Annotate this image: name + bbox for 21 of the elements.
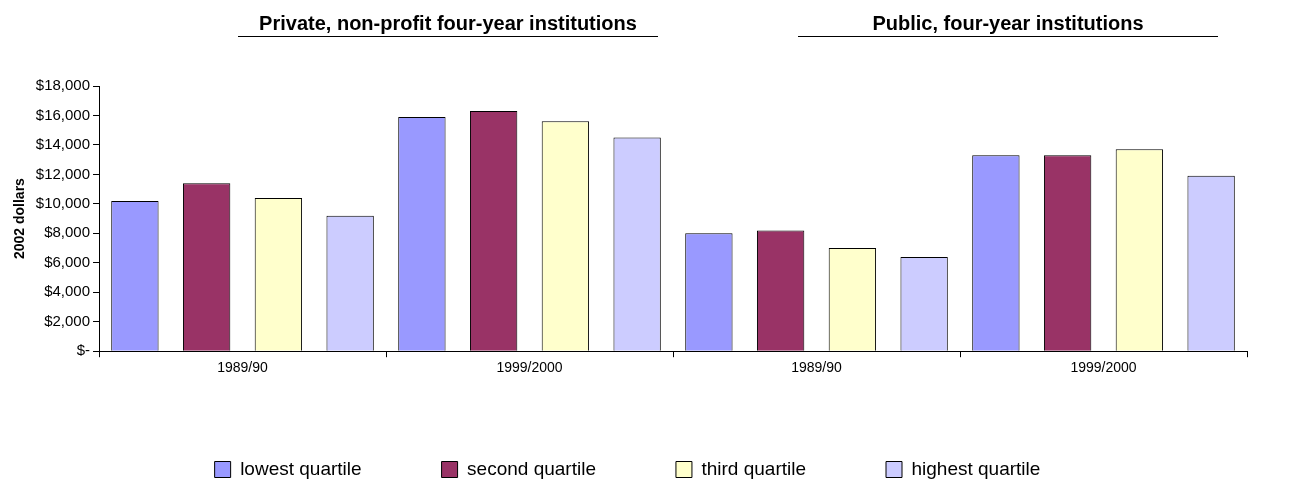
y-tick-label: $6,000 bbox=[44, 252, 91, 270]
y-tick-label: $10,000 bbox=[35, 194, 91, 212]
legend-label: lowest quartile bbox=[240, 457, 362, 479]
y-tick-label: $2,000 bbox=[44, 311, 91, 329]
y-tick-label: $14,000 bbox=[35, 135, 91, 153]
y-tick-label: $8,000 bbox=[44, 223, 91, 241]
x-tick-label: 1989/90 bbox=[217, 359, 269, 376]
x-tick-label: 1999/2000 bbox=[1070, 359, 1137, 376]
legend-label: third quartile bbox=[701, 457, 807, 479]
text: Public, four-year institutions bbox=[798, 10, 1218, 37]
y-tick-label: $18,000 bbox=[35, 76, 91, 94]
y-tick-label: $16,000 bbox=[35, 105, 91, 123]
text: Private, non-profit four-year institutions bbox=[238, 10, 658, 37]
legend-label: highest quartile bbox=[911, 457, 1041, 479]
y-tick-label: $- bbox=[76, 341, 91, 359]
y-tick-label: $4,000 bbox=[44, 282, 91, 300]
y-axis-title: 2002 dollars bbox=[11, 177, 28, 260]
x-tick-label: 1989/90 bbox=[791, 359, 843, 376]
x-tick-label: 1999/2000 bbox=[496, 359, 563, 376]
legend-label: second quartile bbox=[467, 457, 596, 479]
y-tick-label: $12,000 bbox=[35, 164, 91, 182]
